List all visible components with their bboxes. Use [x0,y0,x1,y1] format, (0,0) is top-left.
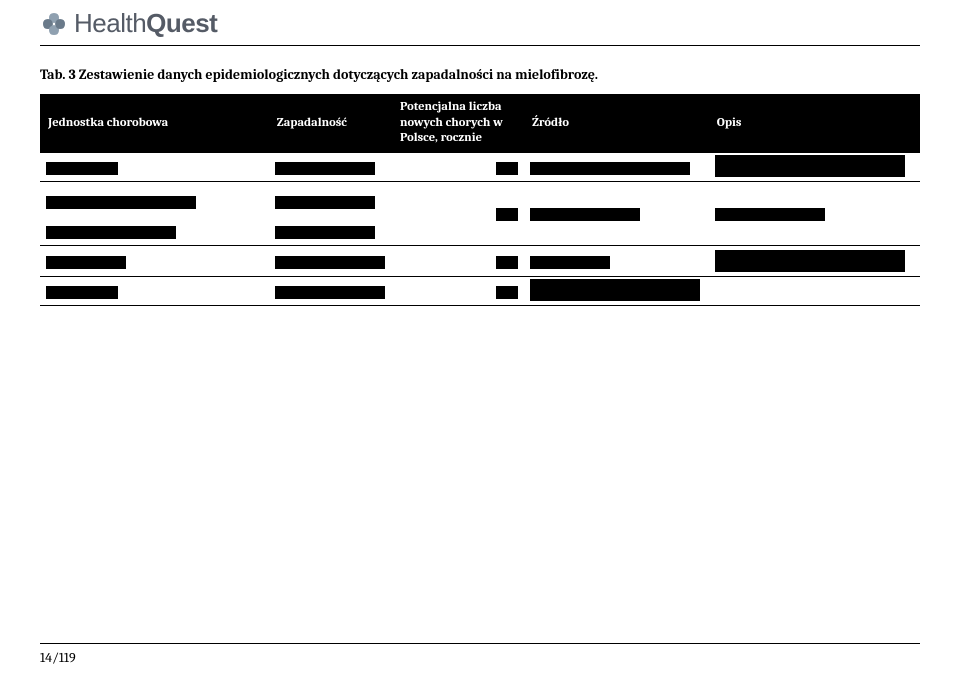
col-header-zrodlo: Źródło [524,94,709,153]
cell-jednostka [40,277,269,306]
cell-zrodlo [524,182,709,246]
col-header-jednostka: Jednostka chorobowa [40,94,269,153]
table-row [40,277,920,306]
cell-potencjalna [392,182,524,246]
table-row [40,182,920,218]
cell-zapadalnosc [269,218,392,246]
cell-zapadalnosc [269,182,392,218]
footer-divider [40,643,920,644]
page-number: 14/119 [40,649,76,666]
cell-zrodlo [524,246,709,277]
cell-jednostka [40,182,269,218]
table-header-row: Jednostka chorobowa Zapadalność Potencja… [40,94,920,153]
col-header-opis: Opis [709,94,920,153]
cell-zapadalnosc [269,277,392,306]
cell-opis [709,246,920,277]
cell-potencjalna [392,153,524,182]
cell-jednostka [40,246,269,277]
table-row [40,246,920,277]
table-body [40,153,920,306]
cell-opis [709,277,920,306]
logo-text: HealthQuest [74,8,217,39]
cell-potencjalna [392,277,524,306]
cell-jednostka [40,218,269,246]
cell-zapadalnosc [269,153,392,182]
col-header-potencjalna: Potencjalna liczba nowych chorych w Pols… [392,94,524,153]
logo-suffix: Quest [146,8,217,38]
cell-opis [709,182,920,246]
cell-zrodlo [524,277,709,306]
healthquest-logo-icon [40,10,68,38]
cell-zrodlo [524,153,709,182]
page-content: Tab. 3 Zestawienie danych epidemiologicz… [0,46,960,306]
table-caption: Tab. 3 Zestawienie danych epidemiologicz… [40,66,920,84]
cell-jednostka [40,153,269,182]
col-header-zapadalnosc: Zapadalność [269,94,392,153]
epidemiology-table: Jednostka chorobowa Zapadalność Potencja… [40,94,920,306]
cell-opis [709,153,920,182]
logo: HealthQuest [40,8,217,39]
table-row [40,153,920,182]
page-header: HealthQuest [0,0,960,43]
cell-potencjalna [392,246,524,277]
logo-prefix: Health [74,8,146,38]
cell-zapadalnosc [269,246,392,277]
